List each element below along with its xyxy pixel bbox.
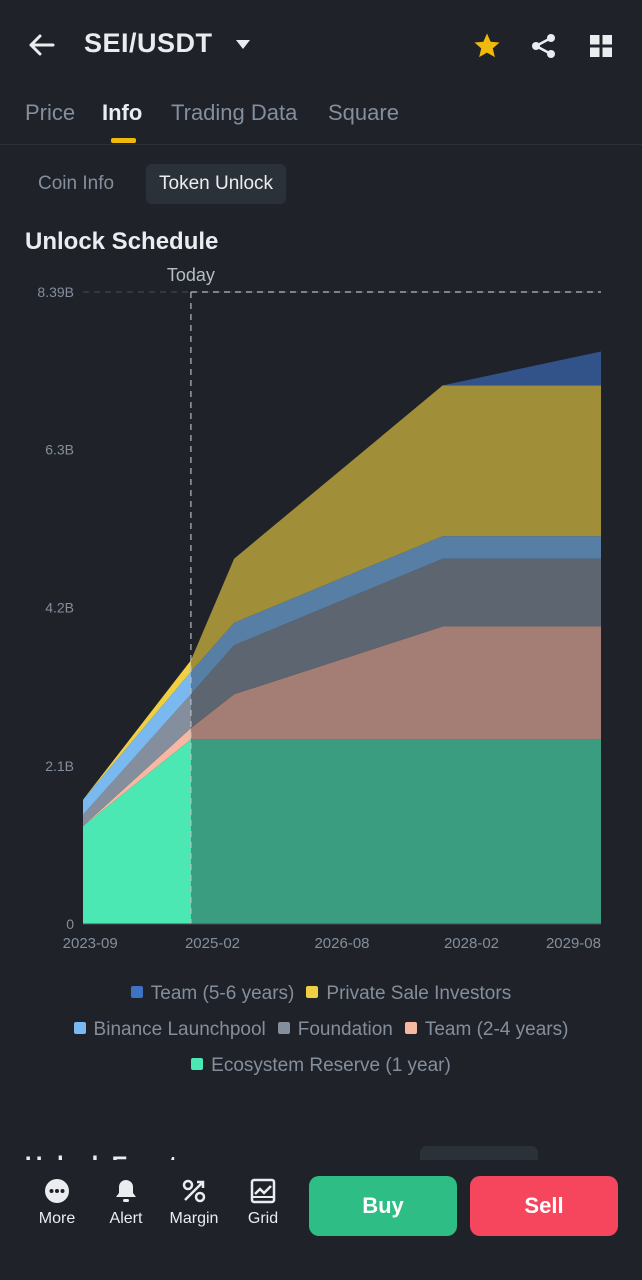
future-overlay bbox=[190, 292, 601, 924]
next-section-title: Unlock Events bbox=[25, 1152, 190, 1160]
grid-button[interactable]: Grid bbox=[233, 1178, 293, 1228]
pair-dropdown-icon[interactable] bbox=[236, 40, 250, 49]
x-tick-label: 2028-02 bbox=[444, 935, 499, 952]
more-icon bbox=[45, 1179, 69, 1203]
legend-item[interactable]: Binance Launchpool bbox=[73, 1019, 266, 1041]
active-tab-indicator bbox=[111, 138, 136, 143]
sell-button[interactable]: Sell bbox=[470, 1176, 618, 1236]
area-series bbox=[83, 385, 601, 800]
legend-label: Team (5-6 years) bbox=[150, 983, 295, 1004]
star-icon[interactable] bbox=[472, 31, 502, 61]
legend-item[interactable]: Team (5-6 years) bbox=[130, 983, 295, 1005]
pair-title[interactable]: SEI/USDT bbox=[84, 28, 213, 58]
area-series bbox=[83, 558, 601, 827]
y-tick-label: 4.2B bbox=[45, 600, 74, 616]
legend-item[interactable]: Ecosystem Reserve (1 year) bbox=[191, 1055, 451, 1077]
margin-button[interactable]: Margin bbox=[164, 1178, 224, 1228]
area-series bbox=[83, 739, 601, 924]
legend-item[interactable]: Foundation bbox=[277, 1019, 393, 1041]
margin-icon bbox=[182, 1179, 206, 1203]
legend-label: Binance Launchpool bbox=[93, 1019, 266, 1040]
bell-icon bbox=[116, 1180, 136, 1202]
unlock-schedule-chart: 0 2.1B 4.2B 6.3B 8.39B Today 2023-09 2025-02 202… bbox=[37, 265, 601, 952]
more-label: More bbox=[38, 1210, 76, 1227]
margin-label: Margin bbox=[169, 1210, 219, 1227]
alert-label: Alert bbox=[109, 1210, 143, 1227]
grid-label: Grid bbox=[247, 1210, 279, 1227]
alert-button[interactable]: Alert bbox=[96, 1178, 156, 1228]
x-tick-label: 2025-02 bbox=[185, 935, 240, 952]
legend-swatch bbox=[404, 1022, 417, 1034]
x-tick-label: 2026-08 bbox=[314, 935, 369, 952]
legend-item[interactable]: Team (2-4 years) bbox=[404, 1019, 569, 1041]
tab-info[interactable]: Info bbox=[102, 100, 143, 125]
tab-square[interactable]: Square bbox=[328, 100, 399, 125]
section-title: Unlock Schedule bbox=[25, 228, 219, 255]
tab-price[interactable]: Price bbox=[25, 100, 76, 125]
y-tick-label: 8.39B bbox=[37, 284, 74, 300]
legend-swatch bbox=[73, 1022, 86, 1034]
legend-label: Private Sale Investors bbox=[326, 983, 512, 1004]
area-series bbox=[83, 626, 601, 827]
area-series bbox=[83, 536, 601, 815]
subtab-token-unlock[interactable]: Token Unlock bbox=[146, 164, 287, 204]
today-label: Today bbox=[167, 265, 215, 285]
y-tick-label: 0 bbox=[66, 916, 74, 932]
legend-swatch bbox=[191, 1058, 204, 1070]
layout-grid-icon[interactable] bbox=[589, 34, 613, 58]
legend-swatch bbox=[277, 1022, 290, 1034]
bottom-bar: More Alert Margin Grid Buy Sell bbox=[0, 1160, 642, 1280]
grid-bot-icon bbox=[250, 1178, 276, 1204]
legend-item[interactable]: Private Sale Investors bbox=[306, 983, 511, 1005]
back-arrow-icon[interactable] bbox=[26, 30, 56, 60]
info-tabs: Price Info Trading Data Square bbox=[0, 92, 642, 145]
subtab-coin-info[interactable]: Coin Info bbox=[38, 173, 115, 194]
y-tick-label: 6.3B bbox=[45, 441, 74, 457]
legend-label: Ecosystem Reserve (1 year) bbox=[211, 1055, 451, 1076]
legend-label: Foundation bbox=[297, 1019, 393, 1040]
legend-swatch bbox=[306, 986, 319, 998]
next-section-selector[interactable] bbox=[420, 1146, 538, 1160]
header: SEI/USDT bbox=[0, 0, 642, 92]
legend-row-2: Binance Launchpool Foundation Team (2-4 ye… bbox=[0, 1019, 642, 1041]
share-icon[interactable] bbox=[530, 32, 558, 60]
buy-button[interactable]: Buy bbox=[309, 1176, 457, 1236]
legend-row-1: Team (5-6 years) Private Sale Investors bbox=[0, 983, 642, 1005]
tab-trading-data[interactable]: Trading Data bbox=[171, 100, 298, 125]
y-tick-label: 2.1B bbox=[45, 758, 74, 774]
legend-swatch bbox=[130, 986, 143, 998]
x-tick-label: 2023-09 bbox=[63, 935, 118, 952]
legend-label: Team (2-4 years) bbox=[424, 1019, 569, 1040]
more-button[interactable]: More bbox=[27, 1178, 87, 1228]
x-tick-label: 2029-08 bbox=[546, 935, 601, 952]
legend-row-3: Ecosystem Reserve (1 year) bbox=[0, 1055, 642, 1077]
